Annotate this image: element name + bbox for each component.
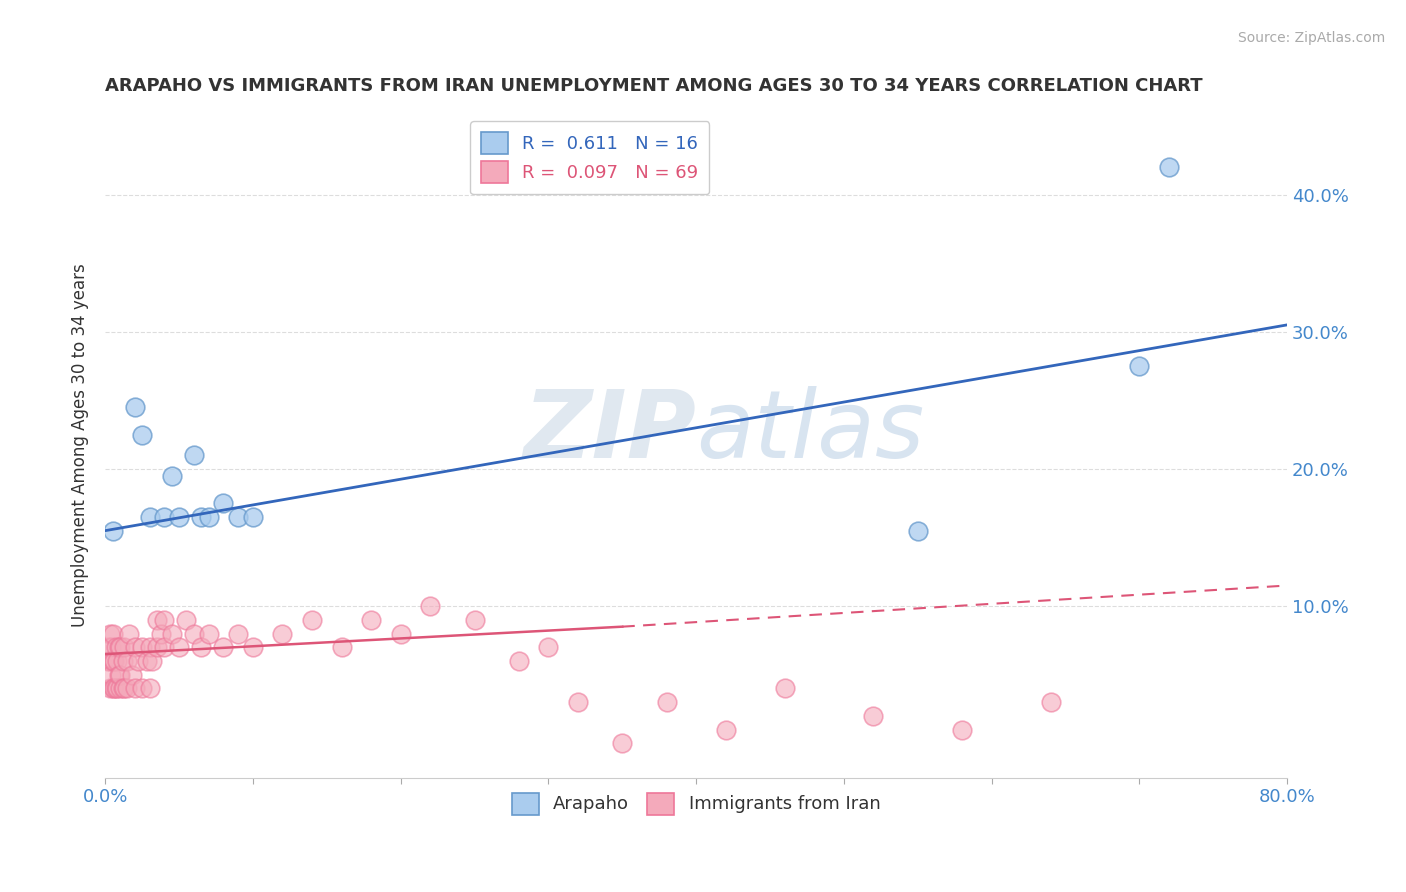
Point: [98, 626, 121, 640]
Text: Source: ZipAtlas.com: Source: ZipAtlas.com: [1237, 31, 1385, 45]
Point: [508, 654, 530, 668]
Point: [105, 654, 128, 668]
Point: [111, 681, 134, 696]
Point: [131, 427, 153, 442]
Point: [212, 496, 235, 510]
Point: [138, 640, 160, 655]
Point: [104, 681, 127, 696]
Point: [160, 626, 183, 640]
Point: [301, 613, 323, 627]
Y-axis label: Unemployment Among Ages 30 to 34 years: Unemployment Among Ages 30 to 34 years: [72, 263, 89, 627]
Point: [124, 640, 146, 655]
Point: [271, 626, 294, 640]
Point: [862, 709, 884, 723]
Point: [1157, 160, 1180, 174]
Point: [111, 654, 134, 668]
Point: [108, 640, 131, 655]
Point: [537, 640, 560, 655]
Point: [104, 640, 127, 655]
Point: [153, 613, 176, 627]
Point: [146, 613, 169, 627]
Point: [108, 667, 131, 681]
Point: [101, 524, 124, 538]
Point: [131, 681, 153, 696]
Point: [242, 640, 264, 655]
Point: [419, 599, 441, 613]
Point: [226, 626, 249, 640]
Point: [135, 654, 157, 668]
Point: [176, 613, 198, 627]
Point: [105, 681, 128, 696]
Point: [118, 626, 141, 640]
Text: ZIP: ZIP: [523, 385, 696, 477]
Legend: Arapaho, Immigrants from Iran: Arapaho, Immigrants from Iran: [505, 785, 887, 822]
Point: [112, 681, 135, 696]
Point: [190, 510, 212, 524]
Point: [107, 640, 129, 655]
Point: [773, 681, 796, 696]
Point: [101, 626, 124, 640]
Point: [153, 510, 176, 524]
Point: [98, 654, 121, 668]
Text: atlas: atlas: [696, 386, 924, 477]
Text: ARAPAHO VS IMMIGRANTS FROM IRAN UNEMPLOYMENT AMONG AGES 30 TO 34 YEARS CORRELATI: ARAPAHO VS IMMIGRANTS FROM IRAN UNEMPLOY…: [105, 78, 1204, 95]
Point: [101, 654, 124, 668]
Point: [464, 613, 486, 627]
Point: [107, 667, 129, 681]
Point: [117, 654, 139, 668]
Point: [567, 695, 589, 709]
Point: [103, 681, 125, 696]
Point: [97, 654, 120, 668]
Point: [100, 640, 122, 655]
Point: [330, 640, 353, 655]
Point: [167, 640, 190, 655]
Point: [98, 681, 121, 696]
Point: [197, 510, 219, 524]
Point: [242, 510, 264, 524]
Point: [124, 681, 146, 696]
Point: [124, 400, 146, 414]
Point: [1128, 359, 1150, 373]
Point: [212, 640, 235, 655]
Point: [183, 626, 205, 640]
Point: [138, 510, 160, 524]
Point: [146, 640, 169, 655]
Point: [101, 681, 124, 696]
Point: [226, 510, 249, 524]
Point: [103, 654, 125, 668]
Point: [167, 510, 190, 524]
Point: [950, 723, 973, 737]
Point: [141, 654, 163, 668]
Point: [138, 681, 160, 696]
Point: [153, 640, 176, 655]
Point: [112, 640, 135, 655]
Point: [190, 640, 212, 655]
Point: [100, 667, 122, 681]
Point: [389, 626, 412, 640]
Point: [360, 613, 382, 627]
Point: [197, 626, 219, 640]
Point: [97, 640, 120, 655]
Point: [131, 640, 153, 655]
Point: [1039, 695, 1062, 709]
Point: [183, 448, 205, 462]
Point: [117, 681, 139, 696]
Point: [121, 667, 143, 681]
Point: [127, 654, 149, 668]
Point: [714, 723, 737, 737]
Point: [907, 524, 929, 538]
Point: [160, 468, 183, 483]
Point: [150, 626, 173, 640]
Point: [655, 695, 678, 709]
Point: [108, 681, 131, 696]
Point: [612, 736, 634, 750]
